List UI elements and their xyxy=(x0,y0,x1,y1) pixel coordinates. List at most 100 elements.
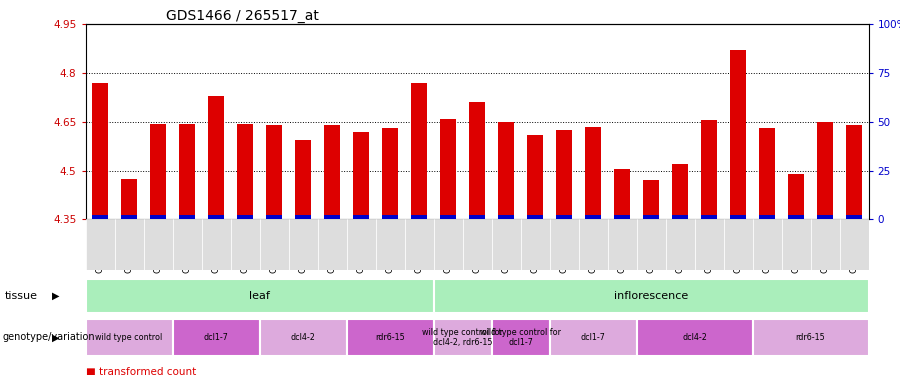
Bar xyxy=(173,319,259,356)
Bar xyxy=(114,219,143,270)
Bar xyxy=(295,140,311,219)
Bar xyxy=(614,169,630,219)
Bar xyxy=(846,216,862,219)
Bar xyxy=(121,216,137,219)
Text: dcl4-2: dcl4-2 xyxy=(291,333,315,342)
Bar xyxy=(643,216,659,219)
Bar xyxy=(585,216,601,219)
Bar xyxy=(346,319,434,356)
Bar xyxy=(817,122,833,219)
Bar xyxy=(121,179,137,219)
Bar xyxy=(143,219,173,270)
Bar xyxy=(730,216,746,219)
Bar xyxy=(237,216,253,219)
Text: wild type control: wild type control xyxy=(95,333,163,342)
Text: dcl1-7: dcl1-7 xyxy=(580,333,606,342)
Bar xyxy=(817,216,833,219)
Bar xyxy=(324,125,340,219)
Bar xyxy=(811,219,840,270)
Text: tissue: tissue xyxy=(4,291,38,301)
Bar xyxy=(353,216,369,219)
Bar xyxy=(92,83,108,219)
Bar xyxy=(781,219,811,270)
Bar xyxy=(411,216,427,219)
Text: ■ transformed count: ■ transformed count xyxy=(86,367,196,375)
Bar xyxy=(550,219,579,270)
Bar xyxy=(695,219,724,270)
Bar xyxy=(382,216,398,219)
Bar xyxy=(585,127,601,219)
Bar xyxy=(759,128,775,219)
Bar xyxy=(520,219,550,270)
Text: wild type control for
dcl1-7: wild type control for dcl1-7 xyxy=(480,328,561,347)
Bar xyxy=(353,132,369,219)
Bar xyxy=(208,216,224,219)
Bar xyxy=(463,219,491,270)
Bar xyxy=(701,120,717,219)
Bar xyxy=(527,135,543,219)
Bar xyxy=(382,128,398,219)
Text: ▶: ▶ xyxy=(52,291,59,301)
Bar xyxy=(179,123,195,219)
Bar xyxy=(759,216,775,219)
Bar xyxy=(86,279,434,313)
Text: wild type control for
dcl4-2, rdr6-15: wild type control for dcl4-2, rdr6-15 xyxy=(422,328,503,347)
Bar xyxy=(672,216,688,219)
Bar xyxy=(150,123,166,219)
Bar xyxy=(636,319,752,356)
Bar xyxy=(846,125,862,219)
Bar xyxy=(179,216,195,219)
Bar xyxy=(434,319,491,356)
Text: dcl1-7: dcl1-7 xyxy=(203,333,229,342)
Text: GDS1466 / 265517_at: GDS1466 / 265517_at xyxy=(166,9,320,23)
Bar xyxy=(237,123,253,219)
Bar xyxy=(550,319,636,356)
Bar xyxy=(295,216,311,219)
Bar xyxy=(440,118,456,219)
Bar xyxy=(150,216,166,219)
Text: leaf: leaf xyxy=(249,291,270,301)
Bar xyxy=(404,219,434,270)
Bar xyxy=(498,216,514,219)
Bar xyxy=(259,319,346,356)
Bar xyxy=(556,130,572,219)
Bar xyxy=(173,219,202,270)
Bar xyxy=(259,219,289,270)
Bar xyxy=(324,216,340,219)
Bar xyxy=(491,219,520,270)
Bar xyxy=(556,216,572,219)
Bar xyxy=(346,219,375,270)
Bar xyxy=(579,219,608,270)
Bar xyxy=(440,216,456,219)
Bar xyxy=(840,219,868,270)
Text: rdr6-15: rdr6-15 xyxy=(796,333,825,342)
Bar xyxy=(230,219,259,270)
Text: genotype/variation: genotype/variation xyxy=(3,333,95,342)
Bar xyxy=(724,219,752,270)
Bar xyxy=(788,216,804,219)
Bar xyxy=(411,83,427,219)
Bar xyxy=(701,216,717,219)
Bar xyxy=(672,164,688,219)
Bar xyxy=(665,219,695,270)
Bar xyxy=(788,174,804,219)
Bar xyxy=(375,219,404,270)
Text: ▶: ▶ xyxy=(52,333,59,342)
Bar xyxy=(289,219,318,270)
Text: dcl4-2: dcl4-2 xyxy=(682,333,707,342)
Bar xyxy=(208,96,224,219)
Bar xyxy=(266,125,282,219)
Bar xyxy=(491,319,550,356)
Bar xyxy=(469,216,485,219)
Bar xyxy=(86,219,114,270)
Bar xyxy=(202,219,230,270)
Bar xyxy=(434,219,463,270)
Bar xyxy=(92,216,108,219)
Bar xyxy=(434,279,868,313)
Bar xyxy=(498,122,514,219)
Bar xyxy=(608,219,636,270)
Bar xyxy=(266,216,282,219)
Text: inflorescence: inflorescence xyxy=(614,291,688,301)
Bar xyxy=(643,180,659,219)
Bar xyxy=(614,216,630,219)
